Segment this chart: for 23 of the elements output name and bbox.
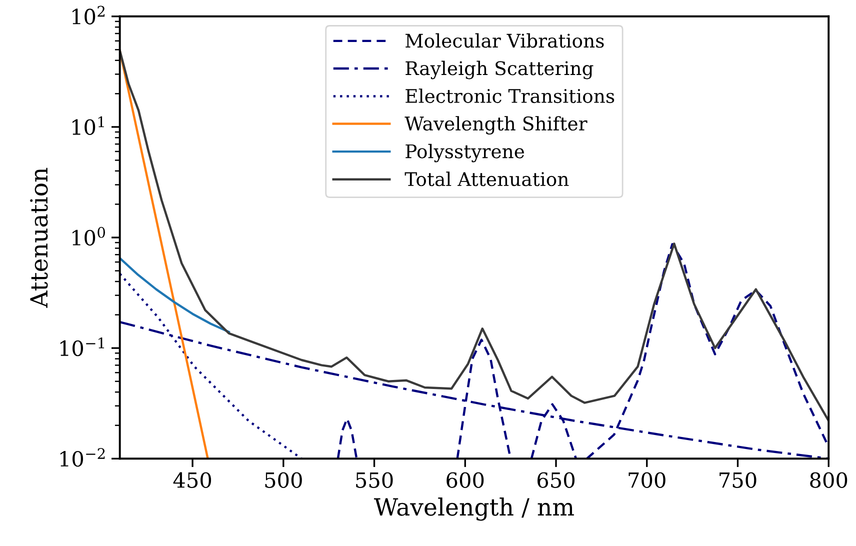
legend-label: Total Attenuation: [404, 172, 569, 186]
line-series: [120, 50, 829, 422]
line-series: [120, 257, 230, 334]
x-tick-label: 550: [356, 472, 393, 488]
legend-label: Electronic Transitions: [406, 88, 614, 104]
x-tick-label: 750: [720, 472, 756, 488]
legend-label: Rayleigh Scattering: [406, 60, 594, 80]
legend-label: Polysstyrene: [406, 144, 524, 162]
x-tick-label: 500: [265, 472, 302, 488]
x-tick-label: 450: [173, 472, 212, 488]
legend-label: Wavelength Shifter: [404, 116, 588, 134]
x-axis-title: Wavelength / nm: [374, 498, 574, 521]
x-tick-label: 650: [538, 472, 575, 488]
y-tick-label: 10$^{−1}$: [60, 337, 104, 356]
x-tick-label: 700: [628, 472, 666, 488]
y-tick-label: 10$^{1}$: [72, 116, 104, 136]
y-axis-title: Attenuation: [30, 168, 48, 308]
x-tick-label: 800: [810, 472, 848, 488]
x-tick-label: 600: [446, 472, 484, 488]
y-tick-label: 10$^{2}$: [72, 6, 105, 24]
y-tick-label: 10$^{0}$: [72, 226, 105, 246]
y-tick-label: 10$^{−2}$: [60, 448, 105, 467]
legend-label: Molecular Vibrations: [406, 33, 604, 48]
